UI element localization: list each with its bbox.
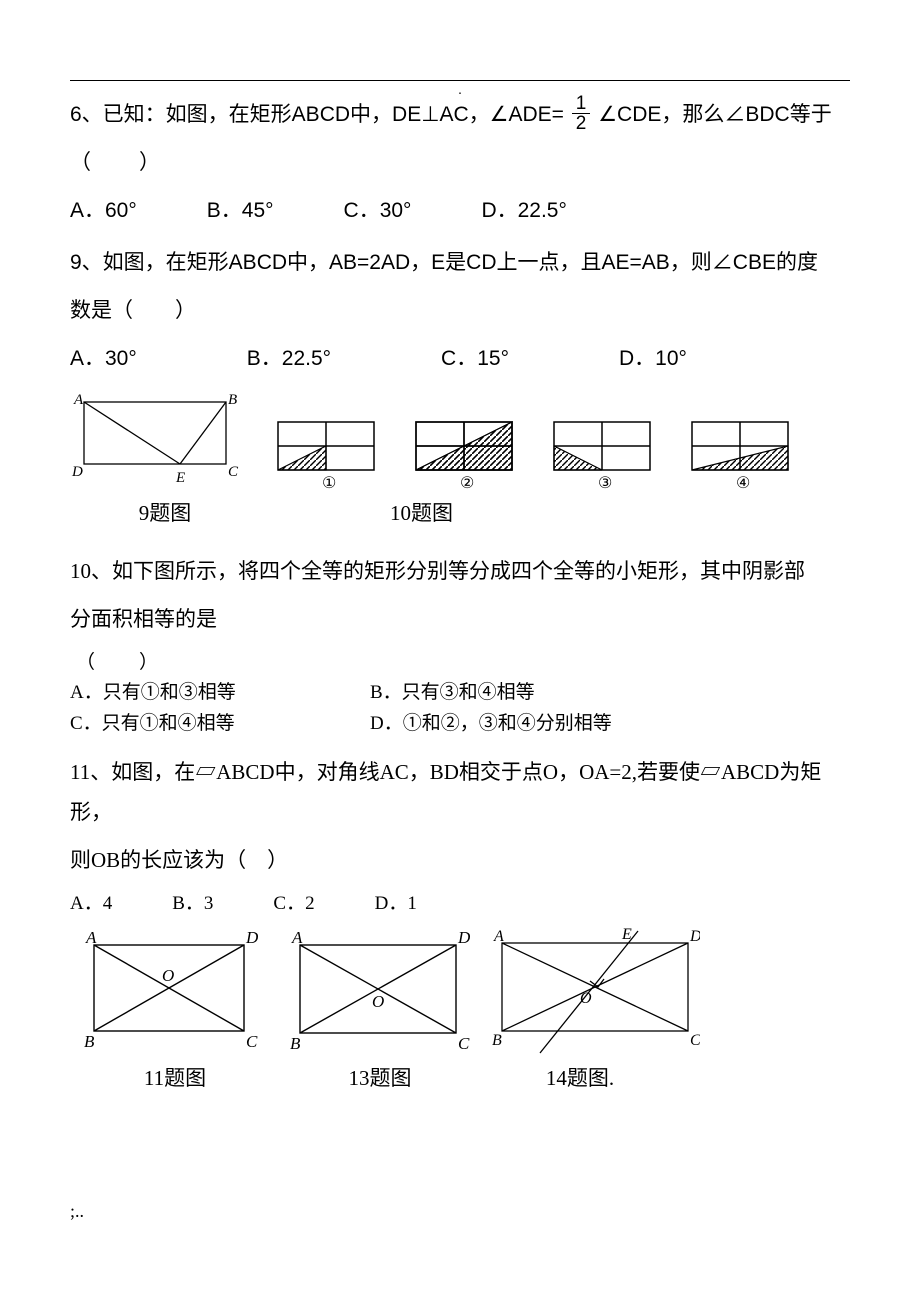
question-9-line2: 数是（ ）: [70, 291, 850, 331]
l11-C: C: [246, 1032, 258, 1051]
figure-row-2: A D B C O A D B C O: [70, 925, 850, 1055]
fig-q10-4: ④: [688, 418, 792, 490]
q10-opt-d: D．①和②，③和④分别相等: [370, 709, 612, 739]
q6-opt-d: D．22.5°: [481, 191, 566, 231]
q9-opt-c: C．15°: [441, 339, 509, 379]
q10-opt-c: C．只有①和④相等: [70, 709, 370, 739]
label-D: D: [71, 464, 83, 480]
question-10-line1: 10、如下图所示，将四个全等的矩形分别等分成四个全等的小矩形，其中阴影部: [70, 552, 850, 592]
fig-q10-1: ①: [274, 418, 378, 490]
l11-O: O: [162, 966, 174, 985]
cap-9: 9题图: [70, 494, 260, 534]
l11-A: A: [85, 928, 97, 947]
figure-row-1: A B C D E ①: [70, 390, 850, 490]
fig-q13: A D B C O: [280, 925, 470, 1055]
label-A: A: [73, 392, 84, 408]
q10-options-row1: A．只有①和③相等 B．只有③和④相等: [70, 678, 850, 708]
l13-D: D: [457, 928, 470, 947]
fig-q10-2: ②: [412, 418, 516, 490]
l14-O: O: [580, 990, 592, 1007]
q10-opt-a: A．只有①和③相等: [70, 678, 370, 708]
q11-opt-b: B．3: [172, 889, 213, 919]
q6-fraction: 1 2: [572, 94, 591, 133]
l14-D: D: [689, 928, 700, 945]
header-dot: .: [458, 78, 462, 105]
q6-suffix: ∠CDE，那么∠BDC等于: [598, 103, 832, 126]
q6-opt-c: C．30°: [344, 191, 412, 231]
q6-options: A．60° B．45° C．30° D．22.5°: [70, 191, 850, 231]
l13-O: O: [372, 992, 384, 1011]
l13-B: B: [290, 1034, 301, 1053]
question-11-line2: 则OB的长应该为（ ）: [70, 841, 850, 881]
cap-14: 14题图.: [480, 1059, 680, 1099]
fig-q14: A E D B C O: [490, 925, 700, 1055]
q6-frac-num: 1: [572, 94, 591, 114]
q6-opt-a: A．60°: [70, 191, 137, 231]
q6-paren: （ ）: [70, 143, 850, 183]
l11-B: B: [84, 1032, 95, 1051]
q10-opt-b: B．只有③和④相等: [370, 678, 535, 708]
circled-3: ③: [598, 475, 612, 490]
fig-q11: A D B C O: [70, 925, 260, 1055]
cap-10: 10题图: [320, 494, 850, 534]
q11-opt-a: A．4: [70, 889, 112, 919]
q10-options-row2: C．只有①和④相等 D．①和②，③和④分别相等: [70, 709, 850, 739]
l14-C: C: [690, 1032, 700, 1049]
fig-q9-rectangle: A B C D E: [70, 390, 240, 490]
question-9-line1: 9、如图，在矩形ABCD中，AB=2AD，E是CD上一点，且AE=AB，则∠CB…: [70, 243, 850, 283]
question-11-line1: 11、如图，在▱ABCD中，对角线AC，BD相交于点O，OA=2,若要使▱ABC…: [70, 753, 850, 833]
circled-4: ④: [736, 475, 750, 490]
q6-prefix: 6、已知：如图，在矩形ABCD中，DE⊥AC，∠ADE=: [70, 103, 564, 126]
cap-13: 13题图: [280, 1059, 480, 1099]
q10-paren: （ ）: [76, 648, 850, 678]
q6-opt-b: B．45°: [207, 191, 274, 231]
l13-C: C: [458, 1034, 470, 1053]
caption-row-2: 11题图 13题图 14题图.: [70, 1059, 850, 1099]
q9-opt-b: B．22.5°: [247, 339, 331, 379]
page: . 6、已知：如图，在矩形ABCD中，DE⊥AC，∠ADE= 1 2 ∠CDE，…: [0, 0, 920, 1300]
circled-2: ②: [460, 475, 474, 490]
q6-frac-den: 2: [572, 114, 591, 133]
q9-opt-d: D．10°: [619, 339, 687, 379]
cap-11: 11题图: [70, 1059, 280, 1099]
q9-opt-a: A．30°: [70, 339, 137, 379]
q11-opt-c: C．2: [273, 889, 314, 919]
caption-row-1: 9题图 10题图: [70, 494, 850, 534]
l13-A: A: [291, 928, 303, 947]
l14-E: E: [621, 926, 632, 943]
q11-options: A．4 B．3 C．2 D．1: [70, 889, 850, 919]
l11-D: D: [245, 928, 259, 947]
label-E: E: [175, 470, 185, 486]
question-10-line2: 分面积相等的是: [70, 600, 850, 640]
label-C: C: [228, 464, 239, 480]
l14-B: B: [492, 1032, 502, 1049]
footer-marks: ;..: [70, 1194, 84, 1228]
fig-q10-3: ③: [550, 418, 654, 490]
label-B: B: [228, 392, 237, 408]
l14-A: A: [493, 928, 504, 945]
q11-opt-d: D．1: [375, 889, 417, 919]
circled-1: ①: [322, 475, 336, 490]
q9-options: A．30° B．22.5° C．15° D．10°: [70, 339, 850, 379]
